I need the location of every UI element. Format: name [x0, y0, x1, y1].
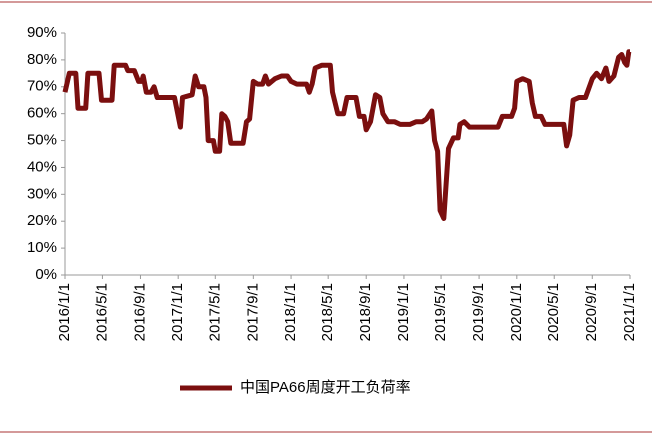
y-tick-label: 60%	[27, 105, 57, 122]
x-tick-label: 2020/1/1	[508, 283, 525, 341]
y-tick-label: 10%	[27, 239, 57, 256]
x-tick-label: 2018/9/1	[357, 283, 374, 341]
y-tick-label: 30%	[27, 185, 57, 202]
x-tick-label: 2017/9/1	[244, 283, 261, 341]
x-tick-label: 2019/9/1	[470, 283, 487, 341]
y-tick-label: 90%	[27, 24, 57, 41]
x-tick-label: 2017/5/1	[206, 283, 223, 341]
y-tick-label: 50%	[27, 132, 57, 149]
x-tick-label: 2019/5/1	[432, 283, 449, 341]
x-tick-label: 2019/1/1	[395, 283, 412, 341]
y-tick-label: 0%	[35, 266, 57, 283]
x-tick-label: 2020/9/1	[583, 283, 600, 341]
x-tick-label: 2018/5/1	[319, 283, 336, 341]
data-line	[62, 49, 632, 221]
x-tick-label: 2016/1/1	[56, 283, 73, 341]
x-tick-label: 2016/9/1	[131, 283, 148, 341]
x-tick-label: 2017/1/1	[169, 283, 186, 341]
y-tick-label: 80%	[27, 51, 57, 68]
y-tick-label: 20%	[27, 212, 57, 229]
legend-label: 中国PA66周度开工负荷率	[240, 379, 411, 396]
x-tick-label: 2016/5/1	[93, 283, 110, 341]
y-tick-label: 70%	[27, 78, 57, 95]
x-tick-label: 2018/1/1	[282, 283, 299, 341]
y-tick-label: 40%	[27, 158, 57, 175]
x-tick-label: 2021/1/1	[621, 283, 638, 341]
x-tick-label: 2020/5/1	[545, 283, 562, 341]
